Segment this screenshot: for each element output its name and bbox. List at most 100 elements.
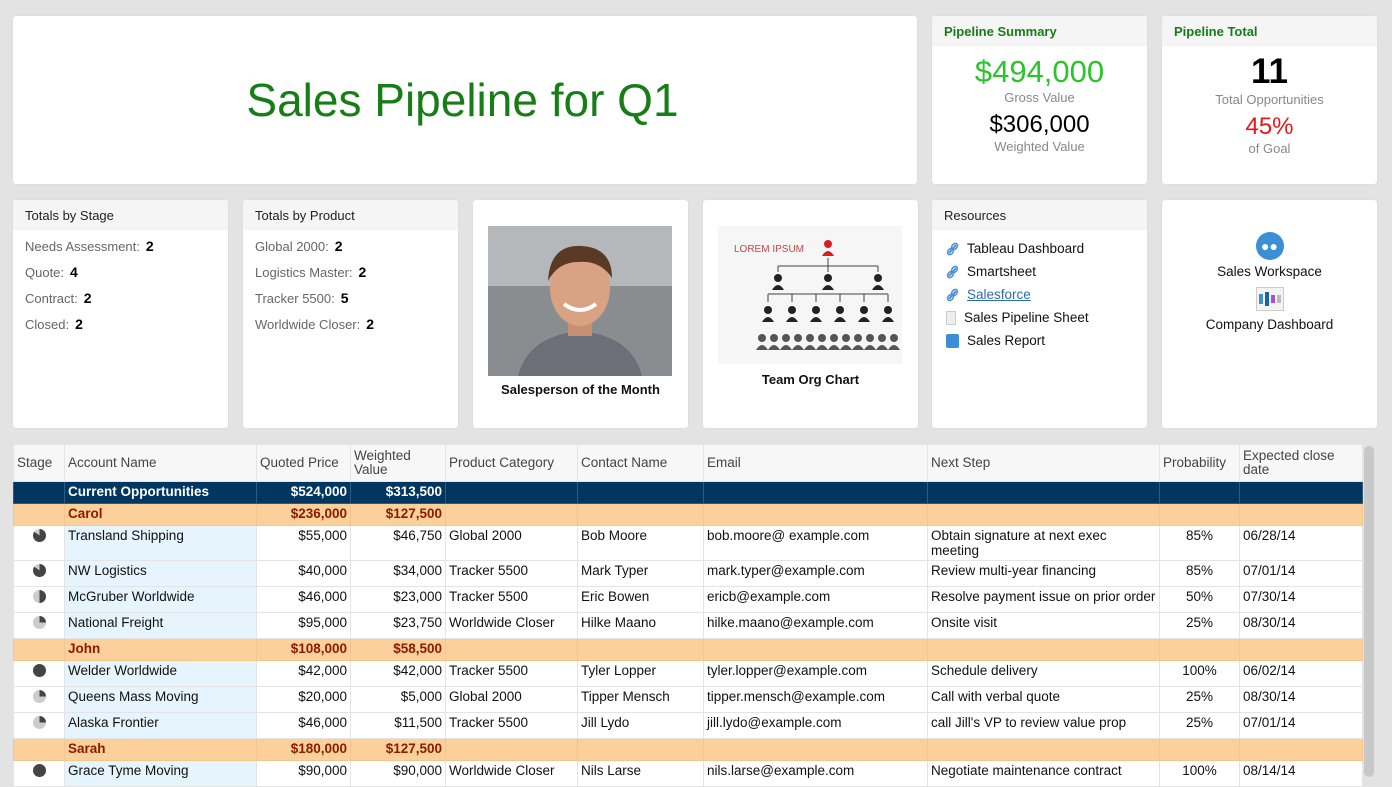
- contact-name: Hilke Maano: [577, 612, 704, 639]
- product-total-item: Tracker 5500: 5: [255, 290, 458, 306]
- account-name: Grace Tyme Moving: [64, 760, 257, 787]
- empty-cell: [703, 503, 928, 526]
- product-category: Tracker 5500: [445, 660, 578, 687]
- stage-pie-icon: [32, 590, 46, 603]
- resource-link-sales-report[interactable]: Sales Report: [946, 332, 1147, 349]
- empty-cell: [1159, 503, 1240, 526]
- stage-pie-icon: [32, 664, 46, 677]
- close-date: 07/30/14: [1239, 586, 1363, 613]
- stage-total-item: Quote: 4: [25, 264, 228, 280]
- stage-total-item: Contract: 2: [25, 290, 228, 306]
- resource-label: Salesforce: [967, 287, 1031, 302]
- table-row[interactable]: Alaska Frontier $46,000 $11,500 Tracker 550…: [13, 712, 1363, 739]
- contact-name: Jill Lydo: [577, 712, 704, 739]
- table-row[interactable]: Welder Worldwide $42,000 $42,000 Tracker 55…: [13, 660, 1363, 687]
- stage-cell: [13, 586, 65, 613]
- org-chart-card[interactable]: LOREM IPSUM Team Org Chart: [703, 200, 918, 428]
- stage-cell: [13, 638, 65, 661]
- totals-by-stage-card: Totals by Stage Needs Assessment: 2 Quote:…: [13, 200, 228, 428]
- next-step: Onsite visit: [927, 612, 1160, 639]
- stage-cell: [13, 738, 65, 761]
- org-person-icon: [762, 306, 774, 322]
- column-header[interactable]: Quoted Price: [256, 444, 351, 482]
- column-header[interactable]: Expected close date: [1239, 444, 1363, 482]
- count-label: Total Opportunities: [1215, 92, 1324, 107]
- empty-cell: [577, 738, 704, 761]
- table-row[interactable]: Grace Tyme Moving $90,000 $90,000 Worldwide…: [13, 760, 1363, 787]
- current-opportunities-row: Current Opportunities $524,000 $313,500: [13, 481, 1363, 504]
- workspace-icon: ●●: [1255, 232, 1284, 260]
- table-row[interactable]: Transland Shipping $55,000 $46,750 Global 2…: [13, 525, 1363, 561]
- salesperson-photo: [488, 226, 672, 376]
- table-row[interactable]: NW Logistics $40,000 $34,000 Tracker 5500 Ma…: [13, 560, 1363, 587]
- close-date: 08/30/14: [1239, 686, 1363, 713]
- close-date: 08/30/14: [1239, 612, 1363, 639]
- close-date: 06/02/14: [1239, 660, 1363, 687]
- table-row[interactable]: McGruber Worldwide $46,000 $23,000 Tracker …: [13, 586, 1363, 613]
- column-header[interactable]: Weighted Value: [350, 444, 446, 482]
- empty-cell: [927, 738, 1160, 761]
- empty-cell: [1159, 738, 1240, 761]
- gross-value: $494,000: [974, 54, 1105, 89]
- item-count: 5: [340, 290, 349, 306]
- empty-cell: [1239, 738, 1363, 761]
- org-person-icon: [858, 306, 870, 322]
- resource-label: Tableau Dashboard: [967, 241, 1085, 256]
- product-category: Tracker 5500: [445, 712, 578, 739]
- table-row[interactable]: National Freight $95,000 $23,750 Worldwide …: [13, 612, 1363, 639]
- title-card: Sales Pipeline for Q1: [13, 16, 917, 184]
- item-label: Needs Assessment:: [25, 239, 140, 254]
- opportunities-table: Stage Account Name Quoted Price Weighted Va…: [13, 444, 1363, 787]
- weighted-value: $42,000: [350, 660, 446, 687]
- resource-link-salesforce[interactable]: Salesforce: [946, 286, 1147, 303]
- table-scrollbar[interactable]: [1364, 446, 1374, 777]
- item-label: Quote:: [25, 265, 65, 280]
- close-date: 07/01/14: [1239, 712, 1363, 739]
- next-step: Obtain signature at next exec meeting: [927, 525, 1160, 561]
- account-name: NW Logistics: [64, 560, 257, 587]
- weighted-value: $46,750: [350, 525, 446, 561]
- resource-link-tableau-dashboard[interactable]: Tableau Dashboard: [946, 240, 1147, 257]
- contact-name: Nils Larse: [577, 760, 704, 787]
- empty-cell: [927, 503, 1160, 526]
- product-total-item: Logistics Master: 2: [255, 264, 458, 280]
- org-person-icon: [876, 334, 888, 350]
- org-chart-caption: Team Org Chart: [761, 372, 860, 387]
- item-count: 2: [366, 316, 375, 332]
- stage-pie-icon: [32, 616, 46, 629]
- sales-workspace-link[interactable]: ●● Sales Workspace: [1162, 232, 1377, 279]
- probability: 100%: [1159, 760, 1240, 787]
- org-person-icon: [756, 334, 768, 350]
- column-header[interactable]: Stage: [13, 444, 65, 482]
- product-total-item: Worldwide Closer: 2: [255, 316, 458, 332]
- org-person-icon: [834, 306, 846, 322]
- pipeline-total-card: Pipeline Total 11 Total Opportunities 45…: [1162, 16, 1377, 184]
- column-header[interactable]: Contact Name: [577, 444, 704, 482]
- stage-cell: [13, 560, 65, 587]
- company-dashboard-link[interactable]: Company Dashboard: [1162, 287, 1377, 332]
- stage-total-item: Needs Assessment: 2: [25, 238, 228, 254]
- page-title: Sales Pipeline for Q1: [246, 74, 679, 126]
- column-header[interactable]: Next Step: [927, 444, 1160, 482]
- link-icon: [946, 242, 959, 256]
- account-name: Alaska Frontier: [64, 712, 257, 739]
- resource-link-sales-pipeline-sheet[interactable]: Sales Pipeline Sheet: [946, 309, 1147, 326]
- stage-cell: [13, 760, 65, 787]
- column-header[interactable]: Account Name: [64, 444, 257, 482]
- column-header[interactable]: Product Category: [445, 444, 578, 482]
- empty-cell: [1239, 503, 1363, 526]
- quoted-total: $236,000: [256, 503, 351, 526]
- email: tipper.mensch@example.com: [703, 686, 928, 713]
- empty-cell: [445, 481, 578, 504]
- empty-cell: [445, 738, 578, 761]
- empty-cell: [577, 481, 704, 504]
- column-header[interactable]: Probability: [1159, 444, 1240, 482]
- probability: 85%: [1159, 525, 1240, 561]
- table-row[interactable]: Queens Mass Moving $20,000 $5,000 Global 20…: [13, 686, 1363, 713]
- total-count: 11: [1251, 52, 1288, 91]
- org-person-icon: [872, 274, 884, 290]
- product-category: Worldwide Closer: [445, 612, 578, 639]
- link-icon: [946, 265, 959, 279]
- column-header[interactable]: Email: [703, 444, 928, 482]
- resource-link-smartsheet[interactable]: Smartsheet: [946, 263, 1147, 280]
